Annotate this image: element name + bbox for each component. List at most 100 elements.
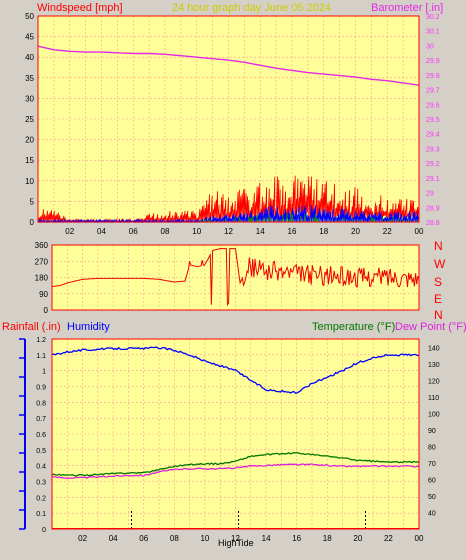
x-tick-label: 12 — [231, 534, 240, 543]
wind-y-tick: 10 — [25, 177, 34, 186]
temperature-label: Temperature (°F) — [312, 321, 395, 333]
wind-y-tick: 30 — [25, 94, 34, 103]
barometer-tick: 29.9 — [426, 58, 440, 65]
barometer-tick: 29.1 — [426, 176, 440, 183]
x-tick-label: 18 — [319, 227, 328, 236]
wind-direction-series — [51, 248, 420, 307]
rainfall-y-tick: 0.4 — [36, 464, 46, 471]
rainfall-y-tick: 0.1 — [36, 511, 46, 518]
barometer-tick: 29.6 — [426, 102, 440, 109]
grid-lines — [38, 15, 419, 530]
humidity-series — [52, 346, 420, 395]
direction-plot-frame — [51, 244, 420, 311]
barometer-tick: 30.1 — [426, 29, 440, 36]
wind-y-tick: 50 — [25, 12, 34, 21]
temperature-tick: 140 — [428, 345, 440, 352]
barometer-tick: 29.2 — [426, 161, 440, 168]
rainfall-y-tick: 0.6 — [36, 432, 46, 439]
temperature-tick: 60 — [428, 477, 436, 484]
rainfall-y-tick: 1.2 — [36, 337, 46, 344]
wind-plot-frame — [37, 15, 420, 223]
temperature-tick: 80 — [428, 444, 436, 451]
x-tick-label: 20 — [353, 534, 362, 543]
temperature-series — [51, 451, 420, 477]
hightide-label: HighTide — [218, 538, 254, 548]
x-tick-label: 04 — [97, 227, 106, 236]
direction-y-tick: 360 — [35, 241, 49, 250]
barometer-tick: 30 — [426, 43, 434, 50]
rainfall-y-tick: 0.7 — [36, 416, 46, 423]
barometer-tick: 29 — [426, 191, 434, 198]
wind-y-tick: 0 — [30, 218, 35, 227]
wind-calm-series — [199, 212, 420, 222]
barometer-tick: 28.8 — [426, 220, 440, 227]
x-tick-label: 08 — [161, 227, 170, 236]
x-tick-label: 16 — [292, 534, 301, 543]
barometer-label: Barometer [.in] — [371, 2, 443, 14]
x-tick-label: 08 — [170, 534, 179, 543]
x-tick-label: 10 — [200, 534, 209, 543]
temperature-tick: 70 — [428, 461, 436, 468]
temperature-tick: 50 — [428, 494, 436, 501]
compass-s: S — [434, 275, 442, 289]
temperature-tick: 40 — [428, 510, 436, 517]
rainfall-y-tick: 1.1 — [36, 353, 46, 360]
compass-w: W — [434, 257, 446, 271]
wind-y-tick: 25 — [25, 115, 34, 124]
barometer-series — [37, 45, 420, 86]
wind-y-tick: 15 — [25, 156, 34, 165]
rainfall-y-tick: 0.5 — [36, 448, 46, 455]
x-tick-label: 06 — [129, 227, 138, 236]
barometer-tick: 29.8 — [426, 73, 440, 80]
barometer-tick: 30.2 — [426, 14, 440, 21]
direction-y-tick: 0 — [44, 306, 49, 315]
x-tick-label: 12 — [224, 227, 233, 236]
direction-y-tick: 270 — [35, 257, 49, 266]
dewpoint-label: Dew Point (°F) — [395, 321, 466, 333]
x-tick-label: 04 — [109, 534, 118, 543]
rainfall-y-tick: 0.9 — [36, 385, 46, 392]
x-tick-label: 14 — [256, 227, 265, 236]
wind-y-tick: 35 — [25, 74, 34, 83]
temperature-tick: 100 — [428, 411, 440, 418]
x-tick-label: 22 — [383, 227, 392, 236]
humidity-plot-frame — [51, 338, 420, 530]
wind-y-tick: 5 — [30, 197, 35, 206]
x-tick-label: 16 — [288, 227, 297, 236]
humidity-label: Humidity — [67, 321, 110, 333]
rainfall-y-tick: 1 — [42, 369, 46, 376]
rainfall-y-tick: 0.3 — [36, 480, 46, 487]
barometer-tick: 29.4 — [426, 132, 440, 139]
x-tick-label: 00 — [415, 227, 424, 236]
x-tick-label: 02 — [78, 534, 87, 543]
temperature-tick: 90 — [428, 428, 436, 435]
direction-y-tick: 180 — [35, 274, 49, 283]
wind-y-tick: 40 — [25, 53, 34, 62]
tide-markers — [131, 511, 366, 529]
rainfall-y-tick: 0 — [42, 527, 46, 534]
dewpoint-series — [51, 463, 419, 480]
compass-e: E — [434, 292, 442, 306]
temperature-tick: 120 — [428, 378, 440, 385]
x-tick-label: 02 — [65, 227, 74, 236]
x-tick-label: 06 — [139, 534, 148, 543]
x-tick-label: 10 — [192, 227, 201, 236]
windspeed-label: Windspeed [mph] — [37, 2, 123, 14]
x-tick-label: 20 — [351, 227, 360, 236]
compass-n-top: N — [434, 239, 443, 253]
wind-y-tick: 20 — [25, 136, 34, 145]
rainfall-y-tick: 0.8 — [36, 400, 46, 407]
barometer-tick: 29.5 — [426, 117, 440, 124]
temperature-tick: 130 — [428, 362, 440, 369]
series-lines — [37, 45, 420, 529]
barometer-tick: 29.7 — [426, 88, 440, 95]
x-tick-label: 22 — [384, 534, 393, 543]
direction-y-tick: 90 — [39, 290, 48, 299]
wind-y-tick: 45 — [25, 33, 34, 42]
chart-title: 24 hour graph day June 05 2024 — [172, 2, 331, 14]
rainfall-y-tick: 0.2 — [36, 495, 46, 502]
barometer-tick: 28.9 — [426, 205, 440, 212]
temperature-tick: 110 — [428, 395, 439, 402]
